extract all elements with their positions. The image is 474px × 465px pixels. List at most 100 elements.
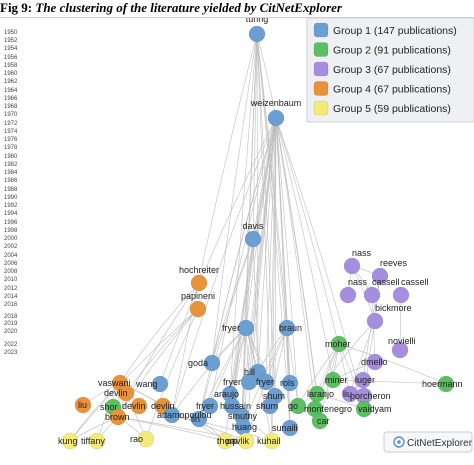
publication-label-moher: moher [325,339,351,349]
legend-label-group5: Group 5 (59 publications) [333,103,451,115]
publication-label-liu2: liu [78,400,87,410]
publication-node-bickmore[interactable] [366,312,384,330]
publication-label-luger: luger [355,375,375,385]
publication-node-hoermann[interactable] [437,375,455,393]
citation-edge [316,320,376,395]
publication-node-devlin2[interactable] [130,397,148,415]
publication-label-laranjo: laranjo [307,389,334,399]
legend-label-group2: Group 2 (91 publications) [333,45,451,57]
publication-label-vaidyam: vaidyam [358,404,392,414]
publication-node-adamopoulou[interactable] [163,406,181,424]
publication-node-lin[interactable] [190,410,208,428]
publication-node-dmello[interactable] [366,353,384,371]
publication-node-rols[interactable] [281,374,299,392]
publication-node-goda[interactable] [203,354,221,372]
publication-label-goda: goda [188,358,208,368]
publication-node-brown[interactable] [109,408,127,426]
publication-node-weizenbaum[interactable] [267,109,285,127]
publication-label-bickmore: bickmore [375,303,412,313]
publication-node-fryer2[interactable] [240,373,258,391]
year-tick: 2006 [4,261,18,267]
publication-node-moher[interactable] [330,335,348,353]
year-tick: 1968 [4,104,18,110]
publication-labels: turing weizenbaum davis hochreiter papineni f… [58,18,463,446]
publication-node-hochreiter[interactable] [190,274,208,292]
citation-edge [257,117,277,373]
publication-label-devlin1: devlin [104,388,128,398]
year-tick: 2022 [4,342,18,348]
year-tick: 2000 [4,236,18,242]
figure-title: The clustering of the literature yielded… [35,0,342,15]
publication-label-huang: huang [232,422,257,432]
publication-node-rao[interactable] [137,430,155,448]
publication-label-brown: brown [105,412,130,422]
legend-swatch-group3 [313,61,329,77]
citation-edge [119,282,200,384]
publication-node-devlin1[interactable] [117,384,135,402]
publication-node-kung[interactable] [61,432,79,450]
citation-edge [245,238,254,329]
publication-node-tiffany[interactable] [88,432,106,450]
publication-node-fryer[interactable] [237,319,255,337]
publication-node-pavlik[interactable] [237,432,255,450]
year-tick: 2012 [4,286,18,292]
publication-node-thorp[interactable] [216,432,234,450]
citation-edge [338,343,447,385]
year-tick: 1988 [4,187,18,193]
publication-node-cassell1[interactable] [363,286,381,304]
publication-node-kuhail[interactable] [263,432,281,450]
publication-node-car[interactable] [311,412,329,430]
legend-label-group1: Group 1 (147 publications) [333,25,457,37]
publication-node-nass2[interactable] [339,286,357,304]
publication-node-cassell2[interactable] [392,286,410,304]
year-tick: 1990 [4,195,18,201]
publication-label-fryer3: fryer [256,377,274,387]
publication-label-thorp: thorp [217,436,238,446]
publication-label-araujo: araujo [214,389,239,399]
citation-edge [198,117,277,420]
publication-node-braun[interactable] [278,319,296,337]
year-tick: 2008 [4,269,18,275]
publication-label-papineni: papineni [181,291,215,301]
citation-edge [256,33,259,373]
publication-label-devlin3: devlin [151,401,175,411]
citation-edge [275,117,299,407]
publication-node-reeves[interactable] [371,267,389,285]
citation-edge [117,416,247,442]
year-tick: 1974 [4,129,18,135]
publication-node-hussain[interactable] [223,397,241,415]
year-axis: 1950 1952 1954 1956 1958 1960 1962 1964 1966 1968… [4,30,18,356]
publication-node-papineni[interactable] [189,300,207,318]
year-tick: 1960 [4,71,18,77]
publication-node-davis[interactable] [244,230,262,248]
year-tick: 1976 [4,137,18,143]
citation-edge [171,117,277,416]
publication-node-nass1[interactable] [343,257,361,275]
publication-node-fryer4[interactable] [201,397,219,415]
year-tick: 1982 [4,162,18,168]
publication-node-novielli[interactable] [391,341,409,359]
citation-network: 1950 1952 1954 1956 1958 1960 1962 1964 1966 1968… [4,18,474,453]
citation-edge [171,414,273,442]
publication-node-fryer3[interactable] [257,373,275,391]
logo-icon [393,436,405,448]
citation-edge [211,238,254,364]
citation-edge [252,33,258,240]
publication-label-hill: hill [244,367,255,377]
publication-node-shum2[interactable] [261,397,279,415]
publication-node-vaidyam[interactable] [355,400,373,418]
publication-node-turing[interactable] [248,25,266,43]
year-tick: 2014 [4,294,18,300]
publication-node-luger[interactable] [354,371,372,389]
year-tick: 1992 [4,203,18,209]
citation-edge [265,117,277,383]
publication-node-sunaili[interactable] [281,419,299,437]
publication-node-wang[interactable] [151,375,169,393]
year-tick: 1986 [4,178,18,184]
legend-label-group4: Group 4 (67 publications) [333,84,451,96]
publication-node-miner[interactable] [324,371,342,389]
publication-label-novielli: novielli [388,336,416,346]
publication-node-go[interactable] [289,397,307,415]
publication-node-liu2[interactable] [74,396,92,414]
citation-network-frame: 1950 1952 1954 1956 1958 1960 1962 1964 1966 1968… [0,17,474,465]
